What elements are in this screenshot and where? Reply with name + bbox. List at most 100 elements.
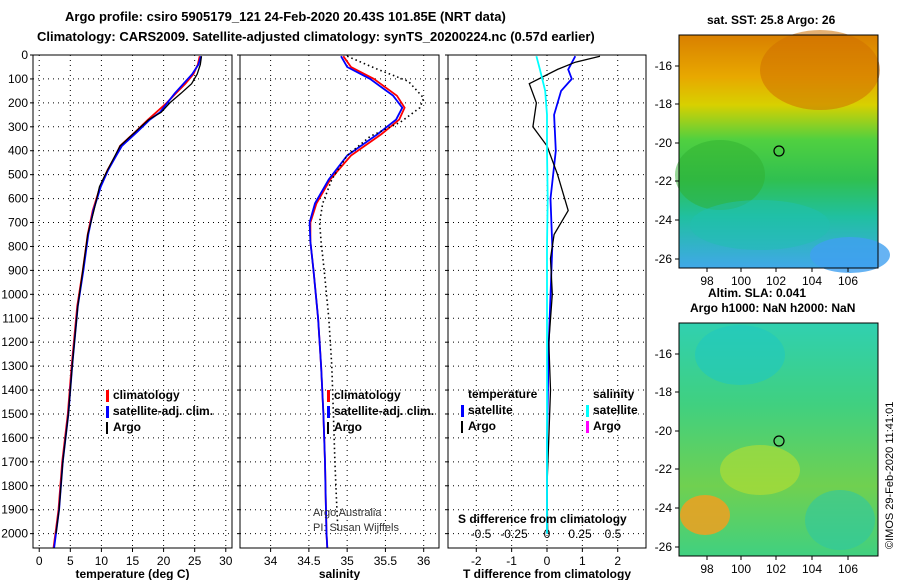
x-tick-label: -2: [471, 554, 482, 568]
legend-label-climatology: climatology: [113, 388, 180, 402]
map-y-tick-label: -22: [655, 462, 673, 476]
legend-swatch-climatology: [327, 390, 330, 402]
legend-label-argo: Argo: [113, 420, 141, 434]
salinity-legend: climatology satellite-adj. clim. Argo Ar…: [313, 388, 434, 534]
legend-label-t-satellite: satellite: [468, 403, 513, 417]
map-y-tick-label: -18: [655, 385, 673, 399]
x-tick-label: 2: [614, 554, 621, 568]
map-x-tick-label: 100: [731, 274, 751, 288]
series-argo: [55, 56, 203, 534]
map-y-tick-label: -20: [655, 136, 673, 150]
height-map-title: Argo h1000: NaN h2000: NaN: [690, 301, 855, 315]
legend-swatch-s-satellite: [586, 405, 589, 417]
y-tick-label: 2000: [1, 527, 28, 541]
legend-swatch-s-argo: [586, 421, 589, 433]
plot-frame: [32, 54, 233, 549]
sst-map-argo-marker: [773, 145, 785, 157]
y-tick-label: 1100: [2, 311, 28, 325]
legend-label-s-satellite: satellite: [593, 403, 638, 417]
x-tick-label: 35: [340, 554, 354, 568]
y-tick-label: 1400: [1, 383, 28, 397]
sst-map-title: sat. SST: 25.8 Argo: 26: [707, 13, 836, 27]
y-tick-label: 600: [8, 192, 28, 206]
legend-label-satellite: satellite-adj. clim.: [113, 404, 213, 418]
x-tick-label: 5: [67, 554, 74, 568]
x-tick-label: 30: [219, 554, 233, 568]
x-tick-label: 10: [95, 554, 109, 568]
y-tick-label: 100: [8, 72, 28, 86]
sst-map: sat. SST: 25.8 Argo: 26 98 100 102 104 106 -1…: [655, 13, 890, 300]
series-s-satellite: [535, 55, 549, 534]
x-tick-label: 35.5: [374, 554, 398, 568]
series-climatology: [52, 56, 201, 549]
difference-legend: temperature satellite Argo salinity sate…: [458, 387, 638, 526]
temperature-legend: climatology satellite-adj. clim. Argo: [106, 388, 213, 434]
map-x-tick-label: 104: [802, 274, 822, 288]
map-y-tick-label: -26: [655, 252, 673, 266]
map-x-tick-label: 98: [700, 274, 714, 288]
s-tick-label: 0.25: [568, 527, 592, 541]
map-y-tick-label: -24: [655, 213, 673, 227]
legend-swatch-argo: [106, 422, 108, 434]
x-axis-label: temperature (deg C): [75, 567, 189, 580]
height-map-orange-patch: [680, 495, 730, 535]
y-tick-label: 1500: [1, 407, 28, 421]
y-tick-label: 1000: [1, 287, 28, 301]
map-y-tick-label: -20: [655, 424, 673, 438]
series-satellite-adj-clim-: [308, 55, 404, 549]
map-x-tick-label: 104: [802, 562, 822, 576]
credit-text: ©IMOS 29-Feb-2020 11:41:01: [884, 402, 896, 549]
difference-panel: -2 -1 0 1 2 -0.5 -0.25 0 0.25 0.5 T difference fro…: [445, 54, 647, 580]
y-tick-label: 1200: [1, 335, 28, 349]
x-tick-label: 36: [417, 554, 431, 568]
sst-map-blue-patch: [810, 237, 890, 273]
y-tick-label: 900: [8, 263, 28, 277]
y-tick-label: 300: [8, 120, 28, 134]
sst-map-green-patch: [675, 140, 765, 210]
x-tick-label: 34.5: [297, 554, 321, 568]
title-line-2: Climatology: CARS2009. Satellite-adjuste…: [37, 29, 595, 44]
annotation-argo-australia: Argo Australia: [313, 507, 382, 519]
map-x-tick-label: 106: [838, 274, 858, 288]
y-tick-label: 1900: [1, 503, 28, 517]
x-tick-label: 25: [188, 554, 202, 568]
y-tick-label: 400: [8, 144, 28, 158]
legend-label-satellite: satellite-adj. clim.: [334, 404, 434, 418]
series-argo: [318, 55, 425, 534]
y-tick-label: 1800: [1, 479, 28, 493]
height-map-cyan-patch: [695, 325, 785, 385]
y-tick-label: 1700: [1, 455, 28, 469]
annotation-pi: PI: Susan Wijffels: [313, 522, 399, 534]
height-map-argo-marker: [773, 435, 785, 447]
x-tick-label: 1: [579, 554, 586, 568]
map-x-tick-label: 102: [766, 274, 786, 288]
legend-label-argo: Argo: [334, 420, 362, 434]
map-y-tick-label: -16: [655, 59, 673, 73]
height-map-frame: [678, 322, 879, 557]
legend-title-temperature: temperature: [468, 387, 538, 401]
x-tick-label: 34: [264, 554, 278, 568]
salinity-panel: 34 34.5 35 35.5 36 salinity: [237, 54, 440, 580]
series-t-argo: [528, 55, 601, 534]
map-y-tick-label: -18: [655, 97, 673, 111]
y-tick-label: 200: [8, 96, 28, 110]
map-x-tick-label: 98: [700, 562, 714, 576]
s-tick-label: -0.5: [471, 527, 492, 541]
y-tick-label: 800: [8, 239, 28, 253]
map-y-tick-label: -22: [655, 174, 673, 188]
y-tick-label: 700: [8, 216, 28, 230]
y-tick-label: 1600: [1, 431, 28, 445]
s-tick-label: -0.25: [500, 527, 528, 541]
x-tick-label: 15: [126, 554, 140, 568]
legend-swatch-climatology: [106, 390, 109, 402]
sst-map-frame: [678, 34, 879, 269]
x-axis-label: T difference from climatology: [463, 567, 631, 580]
legend-label-s-argo: Argo: [593, 419, 621, 433]
s-tick-label: 0.5: [605, 527, 622, 541]
legend-swatch-t-satellite: [461, 405, 464, 417]
y-tick-label: 0: [21, 48, 28, 62]
x-tick-label: 0: [544, 554, 551, 568]
map-y-tick-label: -26: [655, 540, 673, 554]
sst-map-axes: 98 100 102 104 106 -16 -18 -20 -22 -24 -26: [655, 59, 859, 288]
